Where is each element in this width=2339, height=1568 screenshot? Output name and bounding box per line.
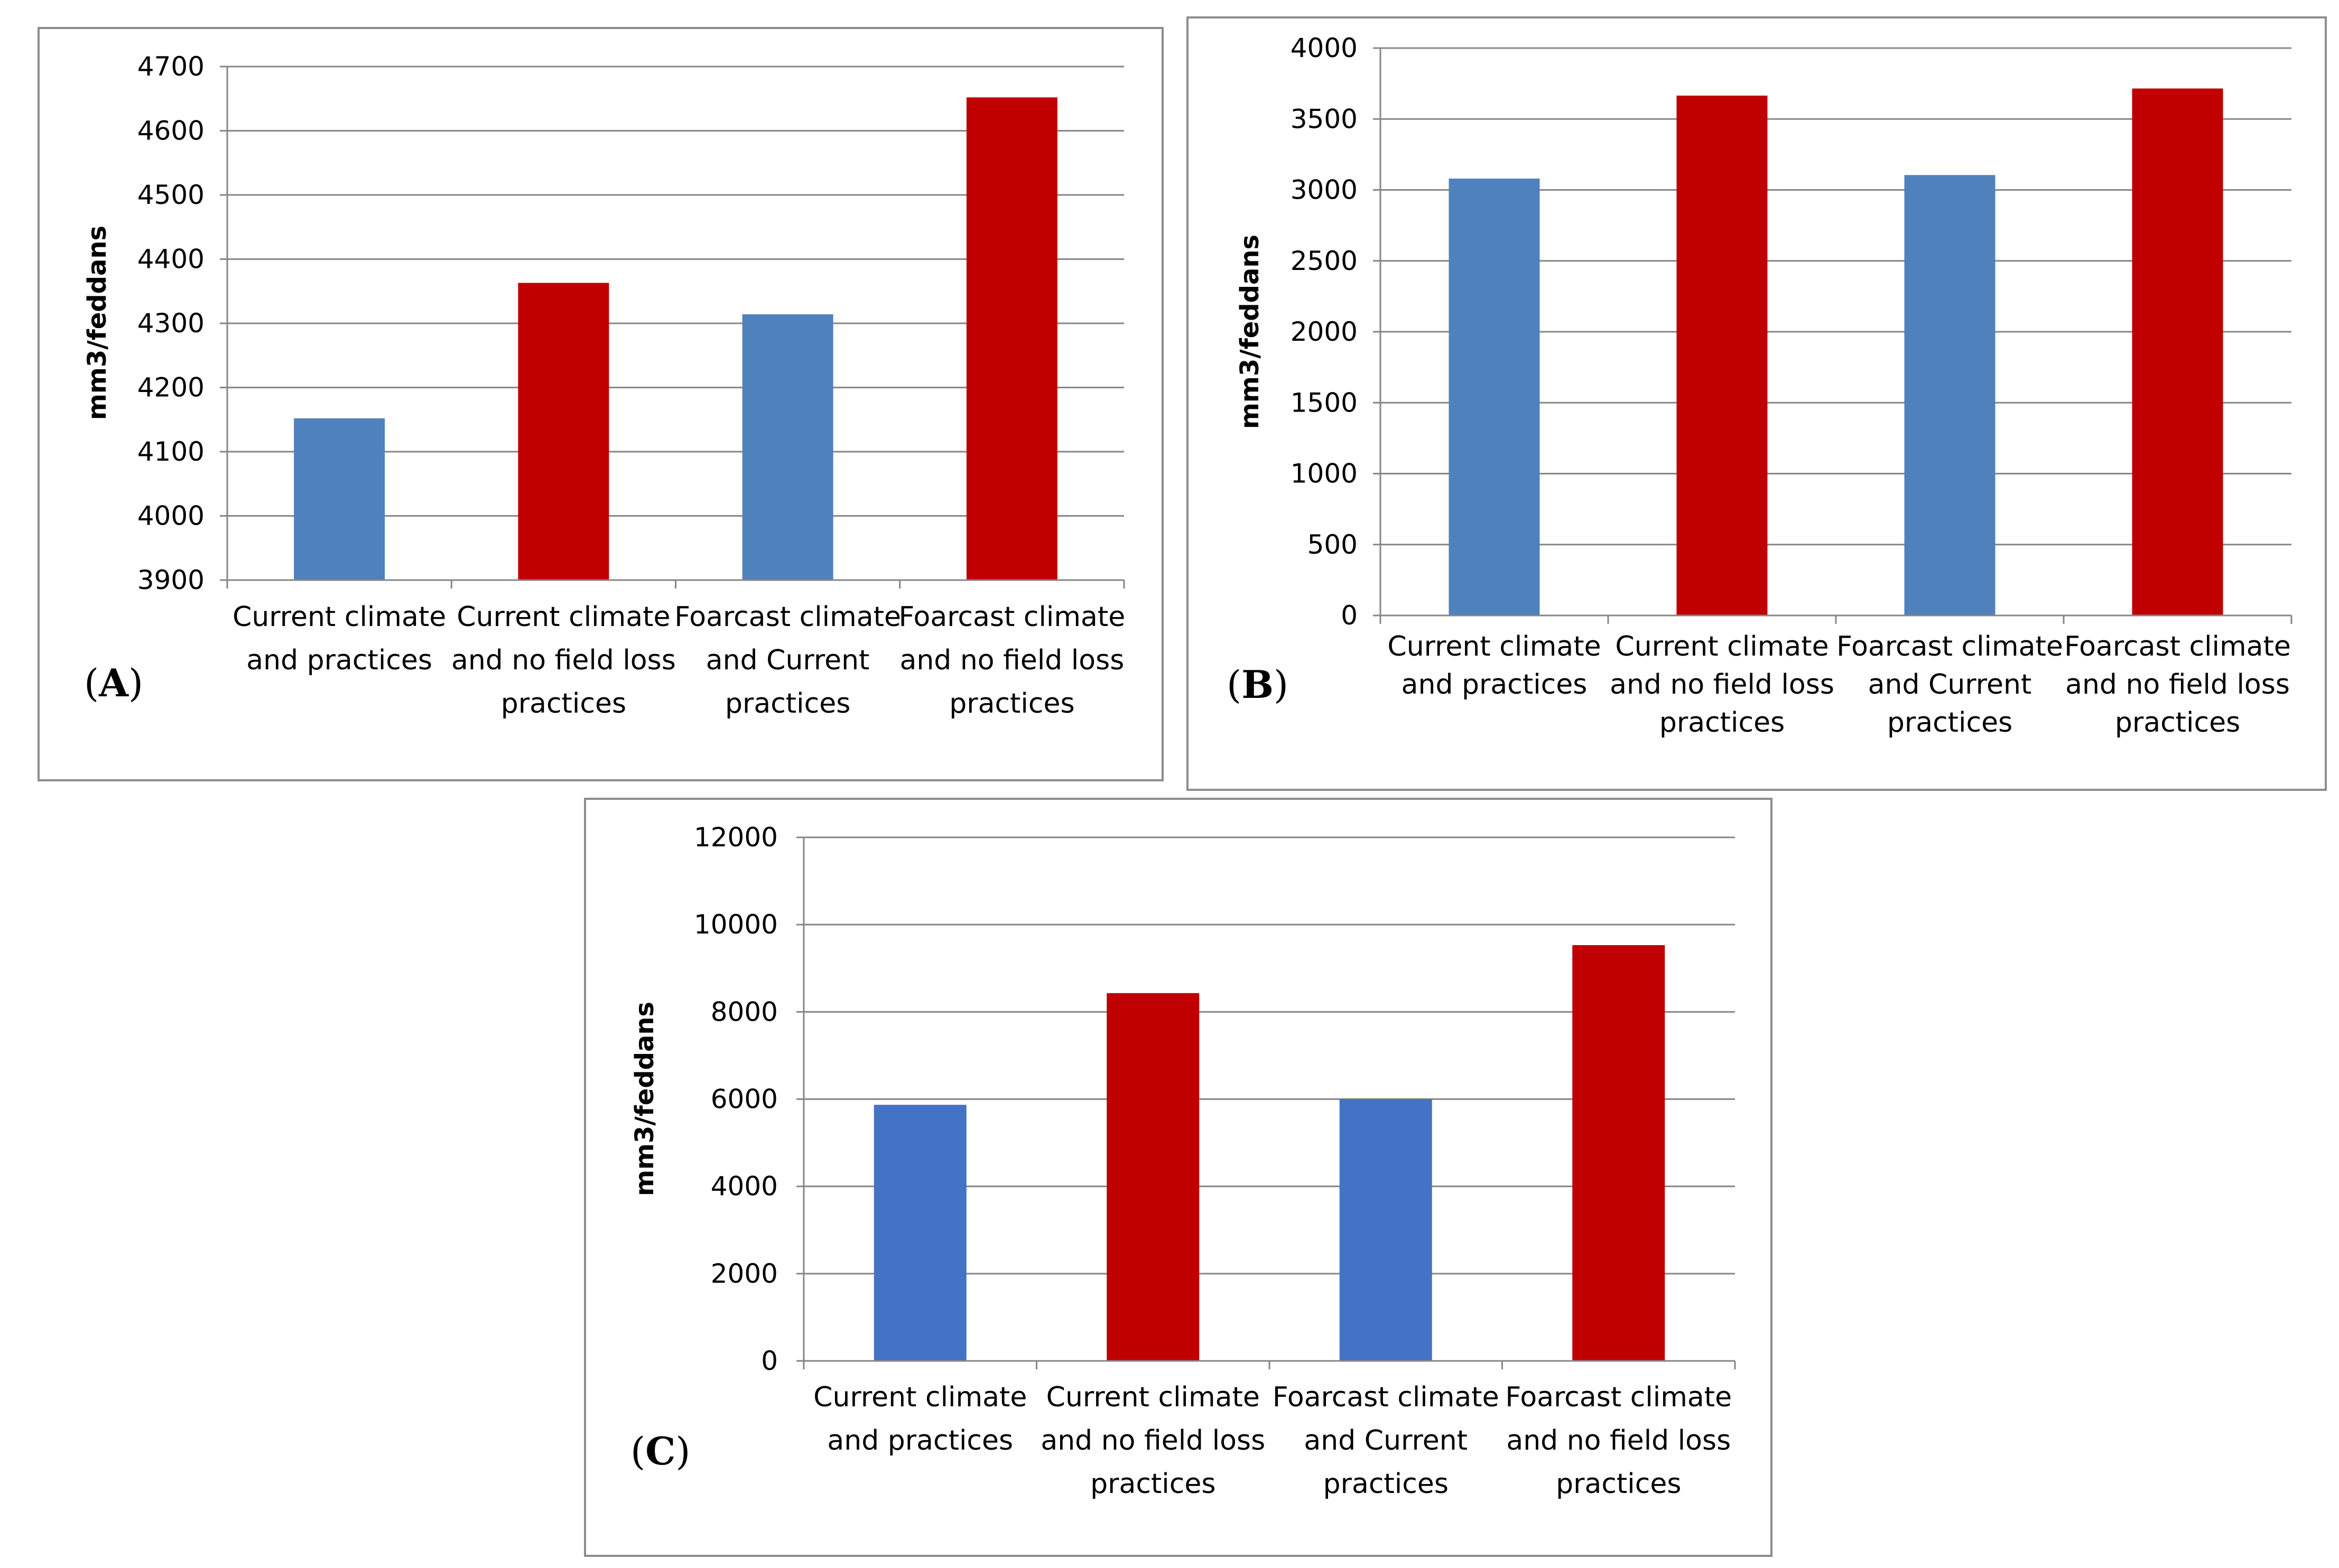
chart-b-y-tick-label: 3500 — [1291, 104, 1358, 134]
chart-a-bar-2 — [518, 283, 609, 580]
chart-b-bar-2 — [1676, 95, 1768, 615]
chart-c-bar-2 — [1107, 993, 1200, 1361]
chart-b-y-axis-title: mm3/feddans — [1235, 235, 1265, 429]
chart-a-plot: 3900 4000 4100 4200 4300 4400 4500 4600 4700 mm3/… — [82, 51, 1125, 720]
chart-c-category-label-3: Foarcast climate and Current practices — [1273, 1382, 1499, 1500]
chart-c-y-tick-label: 10000 — [694, 909, 778, 940]
chart-b-y-tick-label: 500 — [1307, 529, 1358, 560]
chart-a-y-tick-label: 4200 — [137, 372, 205, 403]
chart-b-y-tick-label: 1500 — [1291, 387, 1358, 418]
panel-label-a: (A) — [84, 660, 144, 705]
chart-a-y-tick-label: 4100 — [137, 436, 205, 467]
chart-b-bar-3 — [1904, 175, 1995, 615]
chart-a-bar-1 — [294, 418, 385, 580]
chart-a-y-tick-label: 4700 — [137, 51, 205, 82]
chart-panel-b: 0 500 1000 1500 2000 2500 3000 3500 4000 mm3/fedd… — [1186, 16, 2327, 791]
chart-c-category-label-2: Current climate and no field loss practice… — [1041, 1382, 1265, 1500]
chart-b-y-tick-label: 2000 — [1291, 316, 1358, 347]
chart-a-y-tick-label: 4400 — [137, 244, 205, 275]
chart-a-y-tick-label: 4600 — [137, 116, 205, 146]
chart-a-bar-3 — [742, 314, 833, 580]
chart-a-category-label-1: Current climate and practices — [233, 601, 446, 676]
chart-a-bar-4 — [966, 97, 1057, 580]
chart-b-plot: 0 500 1000 1500 2000 2500 3000 3500 4000 mm3/fedd… — [1235, 33, 2292, 739]
panel-label-c-letter: C — [645, 1429, 676, 1473]
chart-a-y-axis-title: mm3/feddans — [82, 226, 112, 420]
chart-panel-c: 0 2000 4000 6000 8000 10000 12000 mm3/feddans Cu… — [584, 798, 1772, 1557]
chart-a-category-label-2: Current climate and no field loss practice… — [451, 601, 676, 720]
chart-c-y-axis-title: mm3/feddans — [630, 1002, 660, 1196]
chart-a-y-tick-label: 3900 — [137, 565, 205, 595]
chart-c-y-tick-label: 8000 — [711, 996, 778, 1027]
chart-a-y-tick-label: 4000 — [137, 501, 205, 531]
chart-c-bar-3 — [1339, 1099, 1432, 1361]
chart-c-y-tick-label: 12000 — [694, 822, 778, 853]
chart-a-y-tick-label: 4500 — [137, 180, 205, 210]
chart-b-y-tick-label: 2500 — [1291, 246, 1358, 276]
panel-label-a-letter: A — [99, 660, 128, 705]
chart-c-bar-4 — [1572, 945, 1665, 1361]
chart-b-category-label-3: Foarcast climate and Current practices — [1836, 631, 2063, 739]
chart-c-y-tick-label: 4000 — [711, 1171, 778, 1202]
chart-c-plot: 0 2000 4000 6000 8000 10000 12000 mm3/feddans Cu… — [630, 822, 1736, 1500]
chart-c-y-tick-label: 0 — [761, 1346, 778, 1376]
chart-b-y-tick-label: 1000 — [1291, 459, 1358, 489]
chart-a-category-label-4: Foarcast climate and no field loss practic… — [898, 601, 1125, 720]
chart-b-bar-1 — [1449, 179, 1540, 615]
chart-c-y-tick-label: 6000 — [711, 1084, 778, 1115]
chart-b-bar-4 — [2132, 88, 2223, 615]
chart-a-category-label-3: Foarcast climate and Current practices — [674, 601, 901, 720]
chart-c-category-label-1: Current climate and practices — [813, 1382, 1027, 1457]
chart-panel-a: 3900 4000 4100 4200 4300 4400 4500 4600 4700 mm3/… — [38, 27, 1164, 781]
chart-b-category-label-2: Current climate and no field loss practice… — [1610, 631, 1834, 739]
chart-b-y-tick-label: 4000 — [1291, 33, 1358, 63]
chart-b-category-label-1: Current climate and practices — [1387, 631, 1601, 701]
panel-label-c: (C) — [630, 1429, 691, 1473]
panel-label-b: (B) — [1227, 662, 1289, 707]
panel-label-b-letter: B — [1241, 662, 1274, 707]
chart-c-category-label-4: Foarcast climate and no field loss practic… — [1505, 1382, 1732, 1500]
chart-a-y-tick-label: 4300 — [137, 308, 205, 339]
chart-b-category-label-4: Foarcast climate and no field loss practic… — [2064, 631, 2291, 739]
chart-c-y-tick-label: 2000 — [711, 1258, 778, 1289]
chart-b-y-tick-label: 3000 — [1291, 175, 1358, 206]
chart-c-bar-1 — [874, 1105, 967, 1361]
chart-b-y-tick-label: 0 — [1341, 600, 1358, 631]
